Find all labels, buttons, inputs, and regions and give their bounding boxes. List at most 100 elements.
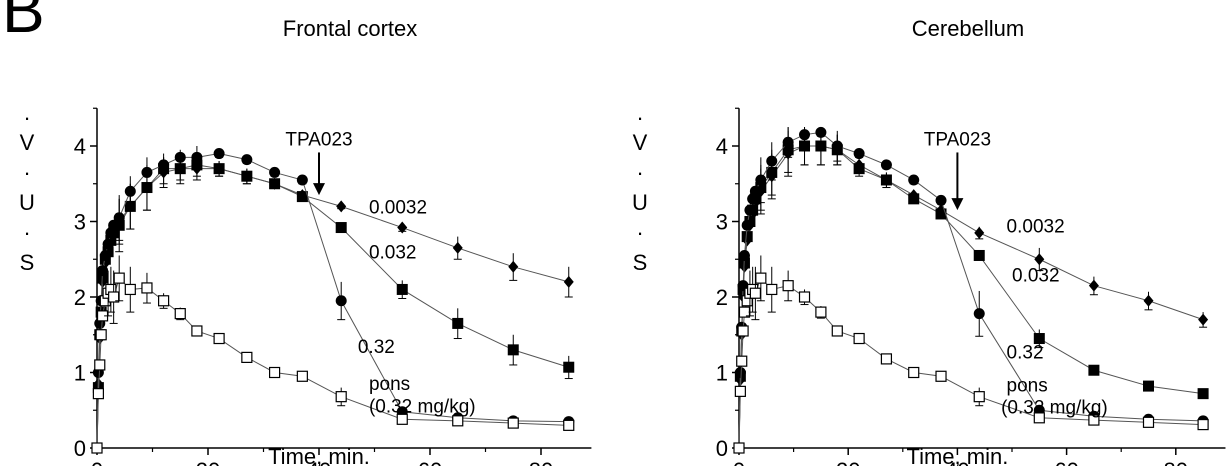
data-point bbox=[335, 391, 347, 403]
data-point bbox=[935, 194, 947, 206]
y-tick-label: 3 bbox=[716, 210, 728, 235]
data-point bbox=[113, 272, 125, 284]
data-point bbox=[973, 391, 985, 403]
data-point bbox=[92, 388, 104, 400]
data-point bbox=[174, 163, 186, 175]
annotation: (0.32 mg/kg) bbox=[1001, 397, 1108, 418]
data-point bbox=[738, 249, 750, 261]
data-point bbox=[174, 151, 186, 163]
data-point bbox=[755, 174, 767, 186]
y-tick-label: 0 bbox=[716, 436, 728, 461]
data-point bbox=[908, 193, 920, 205]
x-tick-label: 80 bbox=[1164, 458, 1188, 466]
annotation: TPA023 bbox=[285, 129, 352, 150]
data-point bbox=[1197, 418, 1209, 431]
x-tick-label: 40 bbox=[945, 458, 969, 466]
data-point bbox=[108, 219, 120, 231]
data-point bbox=[974, 226, 985, 239]
data-point bbox=[336, 200, 347, 213]
data-point bbox=[908, 366, 920, 379]
data-point bbox=[973, 308, 985, 320]
x-tick-label: 20 bbox=[836, 458, 860, 466]
data-point bbox=[749, 185, 761, 197]
x-tick-label: 0 bbox=[91, 458, 103, 466]
data-point bbox=[831, 140, 843, 152]
data-point bbox=[766, 155, 778, 167]
annotation: 0.032 bbox=[1012, 265, 1060, 286]
data-point bbox=[213, 163, 225, 175]
data-point bbox=[241, 351, 253, 363]
annotation: TPA023 bbox=[924, 129, 991, 150]
data-point bbox=[782, 280, 794, 292]
data-point bbox=[102, 238, 114, 250]
chart-frontal-cortex: Frontal cortex.V.U.S01234020406080Time, … bbox=[19, 16, 592, 466]
data-point bbox=[563, 419, 575, 431]
annotation: 0.32 bbox=[358, 337, 395, 358]
data-point bbox=[1197, 388, 1209, 400]
y-axis-label-glyph: . bbox=[637, 100, 643, 125]
data-point bbox=[1088, 414, 1100, 426]
data-point bbox=[124, 185, 136, 197]
annotation: pons bbox=[1007, 376, 1048, 397]
x-tick-label: 60 bbox=[1054, 458, 1078, 466]
data-point bbox=[335, 222, 347, 234]
annotation-arrow-head bbox=[313, 183, 325, 196]
x-tick-label: 80 bbox=[529, 458, 553, 466]
x-axis-label: Time, min. bbox=[268, 444, 370, 466]
data-point bbox=[741, 219, 753, 231]
data-point bbox=[741, 231, 753, 243]
data-point bbox=[174, 308, 186, 320]
data-point bbox=[269, 178, 281, 190]
x-axis-label: Time, min. bbox=[906, 444, 1008, 466]
data-point bbox=[734, 385, 746, 397]
data-point bbox=[241, 154, 253, 166]
y-axis-label-glyph: . bbox=[637, 215, 643, 240]
y-axis-label-glyph: S bbox=[20, 250, 35, 275]
data-point bbox=[269, 166, 281, 178]
y-tick-label: 2 bbox=[74, 285, 86, 310]
data-point bbox=[296, 174, 308, 186]
annotation: 0.0032 bbox=[369, 197, 427, 218]
data-point bbox=[296, 191, 308, 203]
data-point bbox=[563, 275, 574, 288]
data-point bbox=[853, 332, 865, 345]
y-tick-label: 2 bbox=[716, 285, 728, 310]
y-axis-label-glyph: . bbox=[24, 155, 30, 180]
y-tick-label: 1 bbox=[74, 361, 86, 386]
annotation: (0.32 mg/kg) bbox=[369, 397, 476, 418]
data-point bbox=[1143, 380, 1154, 392]
data-point bbox=[507, 344, 519, 356]
data-point bbox=[853, 163, 865, 175]
y-tick-label: 3 bbox=[74, 210, 86, 235]
y-tick-label: 4 bbox=[74, 134, 86, 159]
y-tick-label: 4 bbox=[716, 134, 728, 159]
data-point bbox=[766, 283, 778, 296]
data-point bbox=[799, 140, 811, 152]
chart-title: Cerebellum bbox=[912, 16, 1025, 41]
y-axis-label-glyph: U bbox=[19, 190, 35, 215]
data-point bbox=[1034, 253, 1045, 266]
y-axis-label-glyph: . bbox=[637, 155, 643, 180]
x-tick-label: 20 bbox=[196, 458, 220, 466]
data-point bbox=[191, 151, 203, 163]
data-point bbox=[815, 306, 827, 318]
y-axis-label-glyph: . bbox=[24, 100, 30, 125]
annotation: pons bbox=[369, 374, 410, 395]
series-line bbox=[738, 131, 1204, 449]
data-point bbox=[241, 170, 253, 182]
data-point bbox=[853, 148, 865, 160]
data-point bbox=[452, 241, 463, 254]
chart-title: Frontal cortex bbox=[283, 16, 418, 41]
data-point bbox=[97, 265, 109, 277]
data-point bbox=[213, 332, 225, 345]
y-axis-label-glyph: V bbox=[20, 130, 35, 155]
data-point bbox=[908, 174, 920, 186]
data-point bbox=[507, 417, 519, 429]
data-point bbox=[396, 283, 408, 295]
data-point bbox=[113, 212, 125, 224]
data-point bbox=[191, 325, 203, 337]
data-point bbox=[124, 283, 136, 296]
data-point bbox=[736, 355, 748, 367]
series-pons bbox=[91, 255, 575, 454]
data-point bbox=[935, 208, 947, 220]
